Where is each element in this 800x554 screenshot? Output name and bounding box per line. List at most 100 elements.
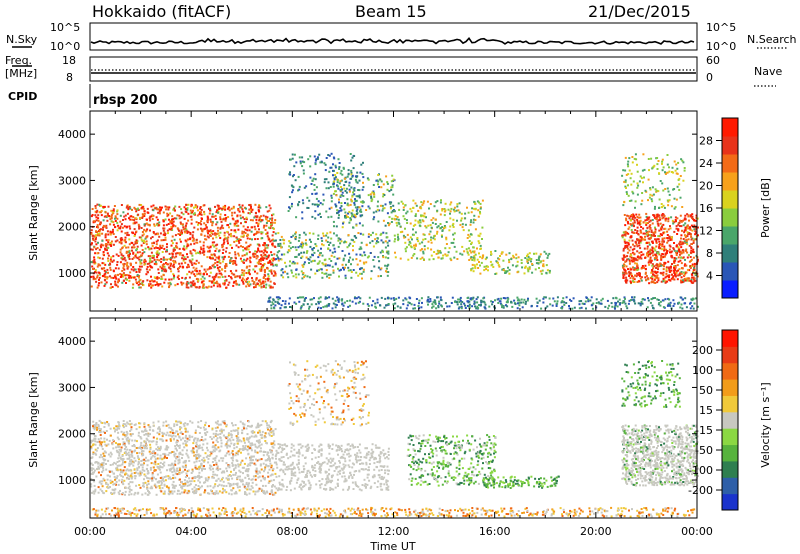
echo-point (386, 181, 389, 184)
echo-point (623, 254, 626, 257)
echo-point (248, 251, 251, 254)
echo-point (301, 264, 304, 267)
echo-point (444, 253, 447, 256)
echo-point (214, 262, 217, 265)
echo-point (232, 284, 235, 287)
echo-point (265, 255, 268, 258)
echo-point (661, 234, 663, 237)
echo-point (195, 451, 198, 454)
echo-point (402, 299, 405, 302)
echo-point (172, 250, 175, 253)
echo-point (337, 245, 340, 248)
echo-point (102, 205, 105, 208)
echo-point (170, 270, 173, 273)
echo-point (199, 272, 202, 275)
echo-point (266, 255, 269, 258)
nsky-trace (90, 37, 695, 45)
echo-point (302, 172, 305, 175)
echo-point (653, 215, 656, 218)
echo-point (116, 213, 119, 216)
echo-point (675, 225, 678, 228)
echo-point (173, 261, 176, 264)
echo-point (152, 209, 155, 212)
echo-point (306, 275, 309, 278)
echo-point (361, 214, 364, 217)
echo-point (520, 262, 523, 264)
echo-point (146, 207, 149, 210)
echo-point (645, 222, 648, 225)
echo-point (127, 246, 130, 249)
echo-point (191, 270, 194, 273)
echo-point (212, 230, 215, 233)
echo-point (636, 218, 639, 221)
echo-point (138, 271, 141, 273)
echo-point (146, 270, 149, 273)
echo-point (695, 216, 698, 219)
echo-point (162, 433, 165, 435)
ytick-label: 2000 (58, 221, 86, 234)
echo-point (342, 257, 345, 260)
echo-point (151, 256, 154, 259)
echo-point (636, 264, 639, 267)
echo-point (346, 175, 349, 178)
echo-point (165, 262, 168, 265)
echo-point (95, 243, 98, 246)
echo-point (651, 242, 654, 244)
echo-point (254, 253, 257, 255)
echo-point (96, 234, 99, 237)
echo-point (505, 270, 508, 273)
echo-point (396, 224, 399, 227)
echo-point (661, 169, 664, 172)
echo-point (365, 261, 368, 264)
echo-point (156, 233, 159, 236)
echo-point (687, 214, 690, 217)
echo-point (131, 286, 134, 289)
echo-point (100, 243, 103, 246)
echo-point (671, 273, 673, 276)
echo-point (274, 272, 277, 275)
echo-point (648, 260, 651, 263)
echo-point (303, 251, 305, 254)
echo-point (688, 219, 690, 222)
echo-point (177, 233, 180, 235)
echo-point (659, 180, 662, 182)
echo-point (270, 307, 273, 310)
echo-point (202, 286, 205, 289)
echo-point (219, 285, 222, 288)
echo-point (107, 271, 109, 274)
echo-point (309, 165, 312, 168)
echo-point (345, 214, 348, 217)
echo-point (693, 228, 696, 231)
echo-point (452, 226, 455, 228)
echo-point (638, 180, 641, 183)
echo-point (633, 215, 635, 218)
echo-point (97, 256, 100, 259)
echo-point (254, 215, 257, 218)
echo-point (206, 268, 209, 271)
echo-point (383, 306, 386, 309)
echo-point (682, 238, 685, 240)
echo-point (661, 217, 664, 220)
echo-point (112, 277, 115, 279)
echo-point (187, 263, 190, 266)
echo-point (128, 249, 131, 252)
echo-point (164, 278, 167, 281)
echo-point (649, 227, 652, 230)
echo-point (653, 164, 656, 167)
echo-point (99, 453, 102, 456)
echo-point (675, 270, 678, 273)
echo-point (645, 223, 648, 226)
echo-point (91, 248, 94, 251)
echo-point (173, 462, 176, 465)
echo-point (112, 233, 115, 235)
echo-point (548, 252, 551, 255)
echo-point (254, 238, 257, 241)
echo-point (484, 258, 487, 261)
echo-point (196, 437, 199, 440)
echo-point (530, 260, 532, 263)
echo-point (477, 267, 480, 269)
echo-point (264, 280, 267, 283)
echo-point (298, 185, 301, 188)
echo-point (665, 217, 668, 220)
echo-point (507, 297, 510, 300)
